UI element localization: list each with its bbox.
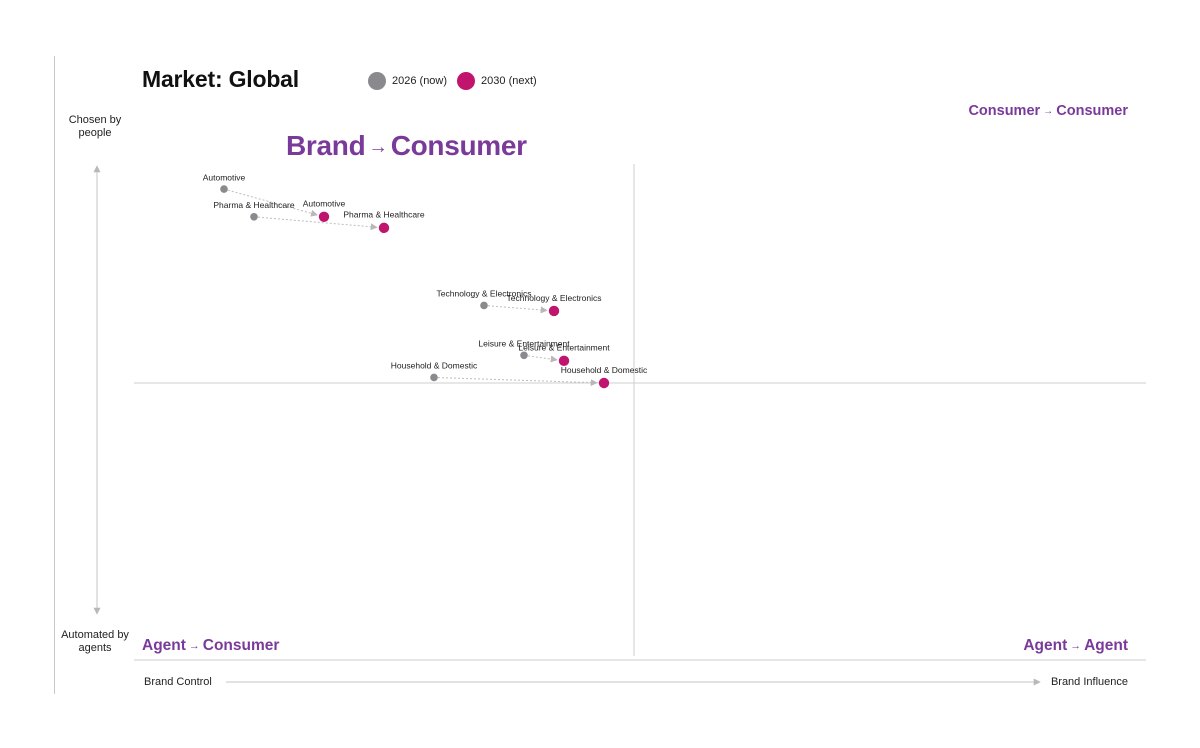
label-2030-household-and-domestic: Household & Domestic [561, 365, 648, 375]
connector-pharma-and-healthcare [253, 216, 378, 231]
point-2030-automotive [318, 211, 330, 222]
point-2026-technology-and-electronics [480, 301, 488, 310]
quadrant-bottom-right-to: Agent [1084, 637, 1128, 654]
legend-item-2030: 2030 (next) [457, 72, 537, 90]
legend-dot-2026 [368, 72, 386, 90]
x-axis-left-label: Brand Control [144, 676, 212, 688]
quadrant-bottom-left-label: Agent → Consumer [142, 637, 279, 655]
point-2026-pharma-and-healthcare [250, 213, 258, 221]
quadrant-top-right-label: Consumer → Consumer [968, 103, 1128, 119]
arrow-right-icon: → [188, 639, 200, 652]
quadrant-bottom-right-from: Agent [1023, 637, 1068, 654]
quadrant-top-left-from: Brand [286, 130, 366, 161]
legend: 2026 (now) 2030 (next) [368, 72, 547, 90]
label-2026-pharma-and-healthcare: Pharma & Healthcare [213, 200, 295, 210]
connector-technology-and-electronics [483, 304, 548, 314]
label-2026-household-and-domestic: Household & Domestic [391, 361, 478, 371]
label-2026-leisure-and-entertainment: Leisure & Entertainment [478, 339, 570, 349]
chart-title: Market: Global [142, 66, 299, 92]
point-2030-household-and-domestic [598, 377, 610, 389]
quadrant-top-right-to: Consumer [1056, 103, 1128, 119]
point-2030-pharma-and-healthcare [378, 222, 390, 234]
left-rule [54, 56, 55, 694]
legend-dot-2030 [457, 72, 476, 90]
label-2030-automotive: Automotive [303, 199, 346, 209]
legend-label-2026: 2026 (now) [392, 75, 448, 87]
label-2026-automotive: Automotive [203, 172, 246, 182]
label-2030-leisure-and-entertainment: Leisure & Entertainment [518, 343, 610, 353]
connector-household-and-domestic [433, 376, 598, 387]
legend-label-2030: 2030 (next) [481, 75, 537, 87]
label-2026-technology-and-electronics: Technology & Electronics [437, 289, 532, 299]
y-axis-bottom-label: Automated by agents [61, 629, 129, 654]
quadrant-bottom-right-label: Agent → Agent [1023, 637, 1128, 655]
label-2030-pharma-and-healthcare: Pharma & Healthcare [343, 210, 425, 220]
point-2026-leisure-and-entertainment [520, 351, 528, 360]
arrow-right-icon: → [1070, 639, 1082, 652]
quadrant-top-left-label: Brand → Consumer [286, 130, 527, 162]
quadrant-top-left-to: Consumer [390, 130, 527, 161]
arrow-right-icon: → [1043, 105, 1054, 117]
point-2026-automotive [220, 185, 228, 193]
x-axis-right-label: Brand Influence [1050, 676, 1128, 688]
y-axis-top-label: Chosen by people [68, 114, 122, 139]
point-2026-household-and-domestic [430, 373, 438, 382]
label-2030-technology-and-electronics: Technology & Electronics [507, 293, 602, 303]
connector-leisure-and-entertainment [523, 354, 558, 363]
point-2030-technology-and-electronics [548, 305, 560, 317]
arrow-right-icon: → [368, 135, 388, 158]
legend-item-2026: 2026 (now) [368, 72, 447, 90]
point-2030-leisure-and-entertainment [558, 355, 570, 367]
quadrant-top-right-from: Consumer [968, 103, 1041, 119]
quadrant-bottom-left-from: Agent [142, 637, 186, 654]
quadrant-bottom-left-to: Consumer [202, 637, 280, 654]
connector-automotive [223, 188, 318, 217]
